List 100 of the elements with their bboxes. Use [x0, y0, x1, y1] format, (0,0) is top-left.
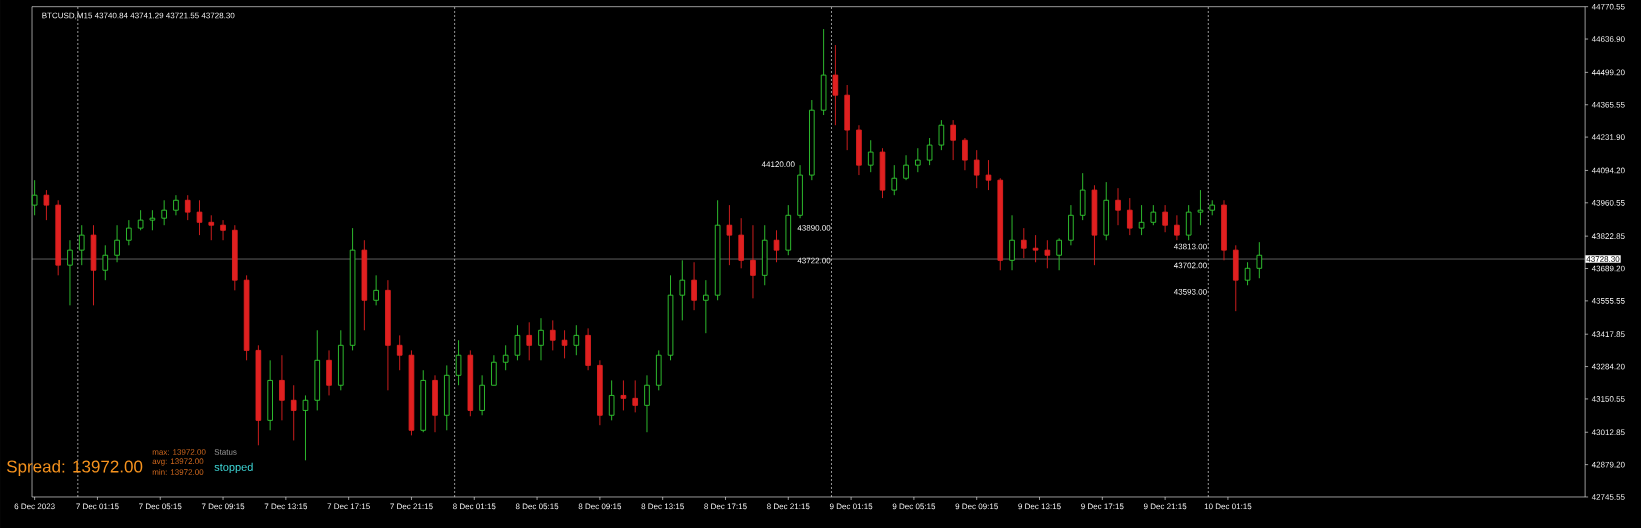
candlestick [396, 334, 403, 371]
candlestick [455, 339, 462, 386]
annotation: min: 13972.00 [152, 469, 204, 475]
candlestick [126, 219, 132, 246]
candlestick [985, 159, 992, 191]
candlestick [703, 279, 709, 334]
candlestick [502, 344, 509, 371]
y-tick-label: 43284.20 [1591, 363, 1625, 370]
annotation: 43813.00 [1173, 243, 1207, 250]
y-tick-label: 44770.55 [1591, 3, 1625, 10]
candlestick [950, 119, 956, 161]
candlestick [691, 261, 697, 311]
candlestick [608, 379, 615, 421]
candlestick [1032, 234, 1039, 263]
candlestick [184, 194, 191, 221]
x-tick-label: 7 Dec 09:15 [201, 503, 245, 510]
candlestick [1044, 239, 1051, 269]
x-tick-label: 8 Dec 09:15 [578, 503, 622, 510]
candlestick [726, 204, 733, 266]
candlestick [373, 274, 379, 306]
candlestick [526, 321, 533, 361]
candlestick [514, 324, 521, 361]
y-tick-label: 43960.55 [1591, 199, 1625, 206]
candlestick [644, 374, 650, 433]
x-tick-label: 9 Dec 17:15 [1081, 503, 1124, 510]
candlestick [208, 214, 215, 241]
candlestick [926, 137, 933, 166]
y-tick-label: 42745.55 [1591, 494, 1625, 500]
candlestick [114, 224, 120, 263]
candlestick [1115, 187, 1121, 226]
candlestick [620, 379, 627, 411]
candlestick [632, 379, 639, 413]
y-tick-label: 43417.85 [1591, 331, 1625, 338]
y-tick-label: 44499.20 [1591, 69, 1625, 76]
annotation: Spread: 13972.00 [6, 460, 143, 476]
candlestick [915, 147, 921, 173]
candlestick [149, 209, 156, 231]
x-tick-label: 9 Dec 05:15 [892, 503, 936, 510]
candlestick [173, 194, 179, 216]
x-tick-label: 8 Dec 21:15 [767, 503, 810, 510]
candlestick [1009, 214, 1015, 271]
x-tick-label: 9 Dec 01:15 [829, 503, 873, 510]
candlestick [891, 164, 898, 196]
y-tick-label: 43555.55 [1591, 298, 1625, 304]
candlestick [1197, 189, 1204, 226]
candlestick [78, 224, 85, 266]
y-tick-label: 44636.90 [1591, 36, 1625, 42]
candlestick [279, 354, 285, 421]
candlestick [1162, 204, 1168, 233]
candlestick [1056, 237, 1062, 271]
y-tick-label: 44231.90 [1591, 134, 1625, 140]
candlestick [1150, 204, 1157, 226]
candlestick [302, 394, 309, 461]
candlestick [679, 259, 686, 321]
candlestick [938, 119, 945, 151]
candlestick [903, 154, 909, 181]
x-tick-label: 7 Dec 13:15 [264, 503, 308, 510]
y-tick-label: 43689.20 [1591, 265, 1625, 272]
x-tick-label: 7 Dec 17:15 [327, 503, 370, 510]
x-tick-label: 9 Dec 09:15 [955, 503, 998, 510]
y-tick-label: 44094.20 [1591, 167, 1625, 174]
candlestick [43, 189, 50, 221]
annotation: max: 13972.00 [152, 449, 206, 455]
x-tick-label: 7 Dec 05:15 [139, 503, 182, 510]
y-tick-label: 43012.85 [1591, 429, 1625, 436]
annotation: 43702.00 [1173, 262, 1207, 269]
x-tick-label: 8 Dec 05:15 [515, 503, 559, 510]
candlestick [561, 329, 568, 359]
candlestick [1138, 204, 1145, 236]
annotation: 43890.00 [797, 225, 831, 231]
y-tick-label: 43150.55 [1591, 396, 1625, 402]
x-tick-label: 9 Dec 21:15 [1143, 503, 1187, 510]
x-tick-label: 6 Dec 2023 [14, 503, 55, 510]
annotation: 44120.00 [761, 161, 795, 168]
annotation: avg: 13972.00 [152, 458, 204, 466]
candlestick [832, 44, 839, 126]
candlestick [549, 319, 556, 351]
annotation: stopped [214, 462, 253, 474]
candlestick [962, 137, 968, 171]
candlestick [538, 317, 544, 361]
candlestick [31, 179, 38, 216]
candlestick [773, 229, 780, 263]
x-tick-label: 7 Dec 01:15 [76, 503, 119, 510]
annotation: Status [214, 449, 237, 455]
candlestick [1174, 214, 1180, 241]
candlestick [973, 149, 980, 189]
x-tick-label: 8 Dec 13:15 [641, 503, 684, 510]
candlestick [290, 384, 297, 441]
candlestick [1126, 197, 1133, 236]
annotation: 43722.00 [797, 257, 831, 264]
text: BTCUSD,M15 43740.84 43741.29 43721.55 43728.30 [42, 12, 235, 20]
y-tick-label: 42879.20 [1591, 461, 1625, 468]
annotation: 43593.00 [1173, 288, 1207, 295]
candlestick [1185, 204, 1192, 241]
candlestick [102, 244, 109, 281]
x-tick-label: 8 Dec 01:15 [453, 503, 496, 510]
x-tick-label: 8 Dec 17:15 [704, 503, 747, 510]
candlestick [137, 209, 144, 231]
ref-line-label: 43728.30 [1586, 256, 1620, 262]
candlestick [1256, 241, 1263, 279]
